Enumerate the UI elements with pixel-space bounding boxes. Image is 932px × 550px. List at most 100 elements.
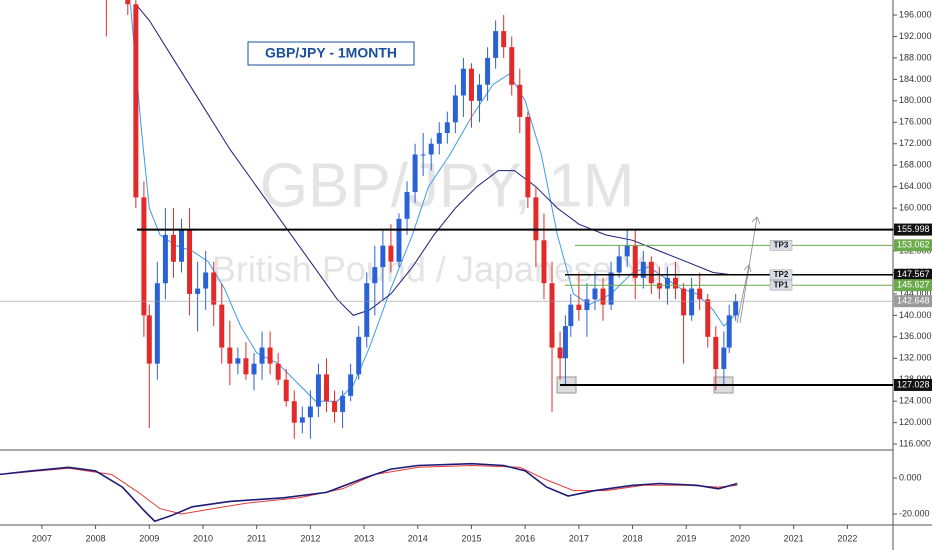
candle-body	[291, 401, 297, 423]
tp-label: TP2	[774, 270, 789, 279]
x-tick-label: 2016	[515, 533, 535, 543]
candle-body	[477, 84, 483, 101]
candle-body	[170, 234, 176, 262]
x-tick-label: 2019	[676, 533, 696, 543]
candle-body	[356, 336, 362, 375]
y-tick-label: 160.000	[899, 202, 932, 212]
x-tick-label: 2018	[623, 533, 643, 543]
watermark-sub: British Pound / Japanese Yen	[212, 249, 682, 290]
candle-body	[412, 154, 418, 193]
candle-body	[388, 245, 394, 262]
y-tick-label: 164.000	[899, 181, 932, 191]
candle-body	[501, 31, 507, 48]
candle-body	[299, 417, 305, 423]
price-tag	[894, 239, 932, 252]
candle-body	[380, 245, 386, 268]
candle-body	[468, 68, 474, 101]
candle-body	[348, 374, 354, 396]
candle-body	[493, 31, 499, 58]
x-tick-label: 2007	[32, 533, 52, 543]
candle-body	[517, 84, 523, 117]
y-tick-label: 0.000	[899, 472, 922, 482]
candle-body	[452, 95, 458, 123]
y-tick-label: 168.000	[899, 160, 932, 170]
candle-body	[154, 283, 160, 364]
y-tick-label: 132.000	[899, 353, 932, 363]
x-tick-label: 2014	[408, 533, 428, 543]
candle-body	[509, 47, 515, 85]
price-tag-label: 153.062	[897, 240, 930, 250]
candle-body	[227, 347, 233, 364]
moving-average	[130, 4, 735, 402]
x-tick-label: 2015	[461, 533, 481, 543]
price-tag-label: 142.648	[897, 296, 930, 306]
y-tick-label: 188.000	[899, 52, 932, 62]
candle-body	[648, 261, 654, 284]
candle-body	[396, 218, 402, 262]
candle-body	[444, 122, 450, 134]
candle-body	[372, 267, 378, 284]
price-tag-label: 147.567	[897, 269, 930, 279]
y-tick-label: 172.000	[899, 138, 932, 148]
x-tick-label: 2011	[247, 533, 266, 543]
watermark: GBP/JPY, 1M	[260, 151, 634, 220]
candle-body	[673, 277, 679, 289]
candle-body	[332, 401, 338, 412]
candle-body	[568, 304, 574, 327]
candle-body	[705, 299, 711, 337]
candle-body	[656, 283, 662, 289]
candle-body	[616, 256, 622, 273]
candle-body	[125, 0, 131, 5]
candle-body	[713, 336, 719, 370]
title-box	[247, 41, 415, 66]
candle-body	[146, 315, 152, 364]
price-tag-label: 145.627	[897, 280, 930, 290]
candle-body	[664, 277, 670, 289]
x-tick-label: 2009	[139, 533, 159, 543]
candle-body	[689, 288, 695, 316]
candle-body	[562, 326, 568, 359]
price-tag	[894, 279, 932, 292]
candle-body	[576, 304, 582, 311]
price-tag-label: 155.998	[897, 224, 930, 234]
x-tick-label: 2020	[730, 533, 750, 543]
price-tag	[894, 223, 932, 236]
candle-body	[141, 197, 147, 316]
y-tick-label: 120.000	[899, 417, 932, 427]
tp-box	[769, 269, 793, 281]
candle-body	[436, 133, 442, 144]
candle-body	[420, 154, 426, 156]
tp-box	[769, 240, 793, 251]
candle-body	[162, 234, 168, 284]
watermark-group: GBP/JPY, 1M British Pound / Japanese Yen	[212, 151, 682, 289]
tp-box	[769, 279, 793, 291]
candle-body	[275, 363, 281, 380]
y-tick-label: 176.000	[899, 117, 932, 127]
candle-body	[428, 143, 434, 155]
candle-body	[681, 288, 687, 316]
candle-body	[219, 304, 225, 348]
candle-body	[485, 57, 491, 85]
oscillator-line	[0, 462, 738, 523]
candle-body	[557, 347, 563, 359]
tp-label: TP1	[774, 280, 789, 289]
candle-body	[541, 240, 547, 284]
y-tick-label: 192.000	[899, 31, 932, 41]
candle-body	[283, 379, 289, 402]
candle-body	[267, 347, 273, 364]
y-tick-label: 184.000	[899, 74, 932, 84]
candle-body	[733, 301, 739, 316]
candle-body	[315, 374, 321, 407]
candle-body	[235, 358, 241, 364]
x-tick-label: 2008	[86, 533, 106, 543]
price-tag	[894, 268, 932, 281]
candle-body	[584, 299, 590, 311]
y-tick-label: 116.000	[899, 438, 931, 448]
price-tag	[894, 295, 932, 308]
candle-body	[624, 245, 630, 257]
candle-body	[592, 288, 598, 300]
y-tick-label: 144.000	[899, 288, 932, 298]
x-tick-label: 2021	[784, 533, 804, 543]
y-tick-label: 140.000	[899, 310, 932, 320]
